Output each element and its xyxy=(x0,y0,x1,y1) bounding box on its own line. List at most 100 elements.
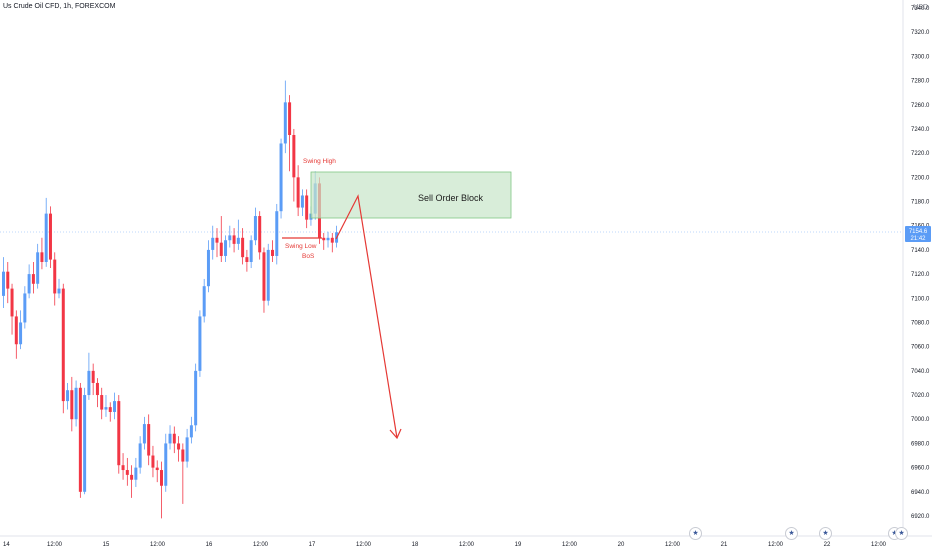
candle-body xyxy=(151,455,155,468)
y-tick-label: 6940.0 xyxy=(911,490,930,496)
candle-body xyxy=(6,271,10,289)
y-tick-label: 7220.0 xyxy=(911,151,930,157)
flag-us-icon[interactable]: ★ xyxy=(785,527,798,540)
candle-body xyxy=(117,401,121,466)
chart-title: Us Crude Oil CFD, 1h, FOREXCOM xyxy=(3,3,116,10)
candle-body xyxy=(48,213,52,260)
candle-body xyxy=(66,390,70,402)
y-tick-label: 6960.0 xyxy=(911,466,930,472)
candle-body xyxy=(219,242,223,256)
candle-body xyxy=(138,443,142,468)
candle-body xyxy=(40,252,44,262)
x-tick-label: 12:00 xyxy=(47,542,63,548)
candle-body xyxy=(2,271,5,296)
candle-body xyxy=(78,387,82,492)
y-tick-label: 7340.0 xyxy=(911,6,930,12)
y-tick-label: 7260.0 xyxy=(911,103,930,109)
y-tick-label: 7020.0 xyxy=(911,393,930,399)
candle-body xyxy=(253,216,257,241)
candle-body xyxy=(232,235,236,244)
candle-body xyxy=(305,195,309,220)
y-tick-label: 7040.0 xyxy=(911,369,930,375)
candle-body xyxy=(142,424,146,444)
candle-body xyxy=(104,407,108,410)
y-tick-label: 7120.0 xyxy=(911,272,930,278)
candle-body xyxy=(275,211,279,256)
candle-body xyxy=(125,470,129,475)
candle-body xyxy=(14,316,18,345)
candle-body xyxy=(258,216,262,253)
candle-body xyxy=(27,274,31,294)
candle-body xyxy=(296,177,300,208)
candle-body xyxy=(130,474,134,480)
candle-body xyxy=(300,195,304,208)
candle-body xyxy=(292,135,296,178)
candle-body xyxy=(155,467,159,471)
candle-body xyxy=(10,288,14,317)
candle-body xyxy=(113,401,117,412)
flag-us-icon[interactable]: ★ xyxy=(895,527,908,540)
x-tick-label: 17 xyxy=(309,542,316,548)
x-tick-label: 12:00 xyxy=(562,542,578,548)
x-tick-label: 20 xyxy=(618,542,625,548)
x-tick-label: 12:00 xyxy=(356,542,372,548)
y-tick-label: 7080.0 xyxy=(911,320,930,326)
x-tick-label: 16 xyxy=(206,542,213,548)
candle-body xyxy=(211,237,215,250)
candle-body xyxy=(57,288,61,294)
candle-body xyxy=(215,237,219,243)
candle-body xyxy=(134,467,138,480)
candle-body xyxy=(202,286,206,317)
candle-body xyxy=(159,470,163,486)
x-tick-label: 12:00 xyxy=(150,542,166,548)
x-tick-label: 15 xyxy=(103,542,110,548)
candle-body xyxy=(330,237,334,243)
candle-body xyxy=(168,433,172,444)
x-tick-label: 18 xyxy=(412,542,419,548)
candle-body xyxy=(177,443,181,450)
swing-high-label: Swing High xyxy=(303,158,336,165)
candle-body xyxy=(23,293,27,323)
x-tick-label: 19 xyxy=(515,542,522,548)
candle-body xyxy=(108,407,112,412)
candle-body xyxy=(266,249,270,301)
y-tick-label: 7280.0 xyxy=(911,79,930,85)
candle-body xyxy=(228,235,232,241)
candle-body xyxy=(74,387,78,420)
x-tick-label: 12:00 xyxy=(768,542,784,548)
currency-label: USD xyxy=(913,4,928,11)
candle-body xyxy=(31,274,35,284)
y-tick-label: 7240.0 xyxy=(911,127,930,133)
candle-body xyxy=(262,252,266,301)
flag-us-icon[interactable]: ★ xyxy=(819,527,832,540)
candle-body xyxy=(164,443,168,486)
projection-path[interactable] xyxy=(335,194,398,439)
flag-us-icon[interactable]: ★ xyxy=(689,527,702,540)
candle-body xyxy=(19,322,23,345)
y-tick-label: 7320.0 xyxy=(911,30,930,36)
candle-body xyxy=(245,257,249,262)
candle-body xyxy=(36,252,40,284)
candle-body xyxy=(271,249,275,256)
candle-body xyxy=(185,437,189,462)
candle-body xyxy=(100,395,104,410)
candle-body xyxy=(44,213,48,262)
bos-label: BoS xyxy=(302,253,315,260)
x-tick-label: 12:00 xyxy=(459,542,475,548)
swing-low-label: Swing Low xyxy=(285,243,317,250)
x-tick-label: 21 xyxy=(721,542,728,548)
x-tick-label: 12:00 xyxy=(253,542,269,548)
candle-body xyxy=(172,433,176,444)
candle-body xyxy=(279,143,283,212)
y-tick-label: 6980.0 xyxy=(911,441,930,447)
x-tick-label: 22 xyxy=(824,542,831,548)
candle-body xyxy=(91,370,95,383)
sell-order-block-zone[interactable] xyxy=(310,171,512,219)
candle-body xyxy=(288,102,292,135)
y-tick-label: 6920.0 xyxy=(911,514,930,520)
candle-body xyxy=(53,259,57,294)
y-tick-label: 7100.0 xyxy=(911,296,930,302)
last-price-tag xyxy=(905,226,931,242)
candle-body xyxy=(147,424,151,456)
